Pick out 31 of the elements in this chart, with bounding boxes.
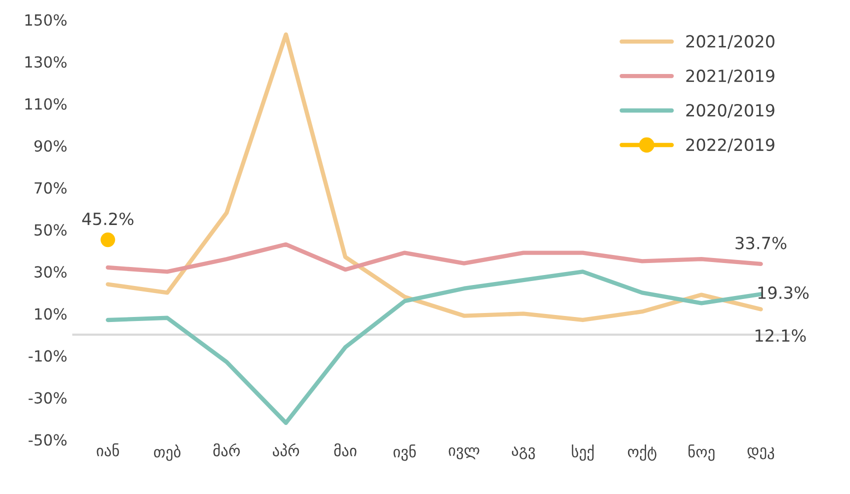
legend-label: 2022/2019 [686,138,774,152]
y-tick-label: 90% [34,140,67,152]
y-tick-label: 150% [25,14,67,26]
x-tick-label: მაი [334,443,356,456]
x-tick-label: იან [96,443,119,456]
x-tick-label: სექ [572,444,594,461]
legend-label: 2020/2019 [686,104,774,118]
x-tick-label: მარ [213,443,240,456]
x-tick-label: აპრ [272,443,300,456]
x-tick-label: ივნ [394,444,416,461]
legend-label: 2021/2020 [686,35,774,49]
y-tick-label: 30% [34,266,67,278]
y-tick-label: -10% [28,350,67,362]
x-tick-label: ოქტ [628,444,656,461]
x-tick-label: აგვ [512,446,535,460]
y-tick-label: 130% [25,56,67,68]
x-tick-label: ივლ [448,447,480,460]
annotation: 33.7% [736,236,786,250]
annotation: 19.3% [758,286,809,299]
y-tick-label: 110% [25,98,67,110]
x-tick-label: თებ [154,444,180,461]
legend-label: 2021/2019 [686,70,774,84]
y-tick-label: 70% [34,182,67,194]
x-tick-label: დეკ [748,447,774,460]
y-tick-label: 50% [34,224,67,236]
y-tick-label: -50% [28,434,67,446]
annotation: 12.1% [756,329,806,342]
annotation: 45.2% [82,212,134,226]
x-tick-label: ნოე [688,444,714,461]
y-tick-label: 10% [35,308,67,320]
y-tick-label: -30% [28,392,67,404]
